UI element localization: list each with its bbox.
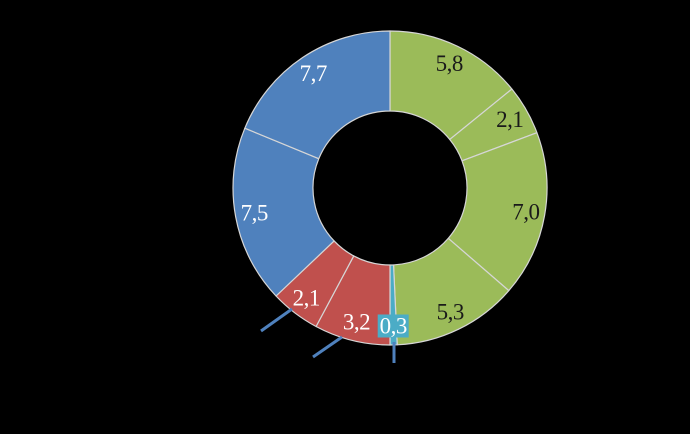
data-label-1: 2,1 [496, 107, 523, 132]
leader-line-1 [312, 335, 343, 359]
data-label-0: 5,8 [436, 51, 463, 76]
label-layer: 5,8 2,1 7,0 5,3 0,3 3,2 2,1 7,5 7,7 [241, 51, 540, 339]
donut-slice-7 [232, 127, 335, 297]
data-label-4: 0,3 [380, 314, 407, 339]
slice-layer [232, 30, 548, 346]
data-label-box-4 [377, 314, 409, 338]
leader-line-layer [260, 307, 396, 363]
leader-line-0 [260, 307, 293, 333]
data-label-7: 7,5 [241, 201, 268, 226]
data-label-2: 7,0 [512, 200, 539, 225]
data-label-5: 3,2 [343, 309, 370, 334]
data-label-6: 2,1 [293, 285, 320, 310]
donut-slice-8 [244, 30, 391, 160]
data-label-8: 7,7 [300, 61, 327, 86]
data-label-3: 5,3 [437, 300, 464, 325]
donut-slice-2 [447, 132, 548, 292]
